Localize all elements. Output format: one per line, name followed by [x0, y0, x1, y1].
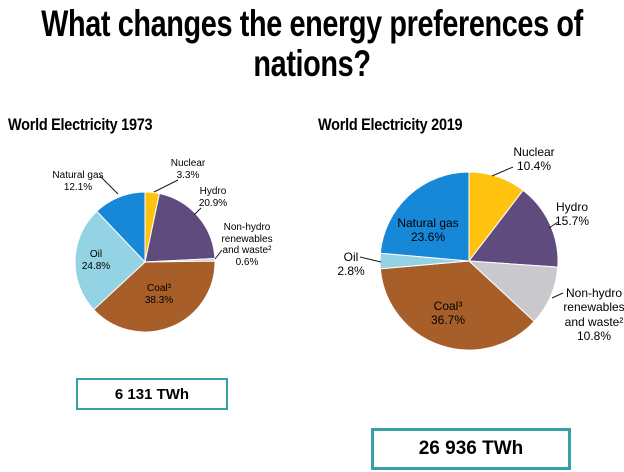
label-nuclear: Nuclear 3.3% — [158, 158, 218, 181]
pie-slice-coal — [379, 260, 535, 351]
label-nuclear: Nuclear 10.4% — [499, 145, 569, 174]
slice-label: Oil — [89, 249, 103, 260]
chart-1973: World Electricity 1973 Nuclear 3.3% Natu… — [0, 112, 312, 472]
slice-pct: 15.7% — [554, 214, 590, 229]
pie-slice-natural-gas — [379, 171, 470, 262]
pie-slice-hydro — [144, 192, 216, 263]
slice-label: Hydro — [199, 186, 227, 197]
label-oil: Oil 24.8% — [66, 249, 126, 272]
pie-chart-2019 — [359, 166, 564, 351]
slice-label: Hydro — [555, 200, 588, 214]
pie-slice-oil — [74, 210, 146, 311]
total-box-2019: 26 936 TWh — [371, 428, 571, 470]
leader-line-nuclear — [153, 179, 179, 193]
pie-slice-coal — [92, 260, 216, 333]
slice-pct: 24.8% — [81, 260, 111, 272]
leader-line-hydro — [548, 221, 559, 229]
label-natural-gas: Natural gas 12.1% — [38, 170, 118, 193]
total-value: 26 936 TWh — [418, 438, 524, 459]
slice-pct: 12.1% — [63, 181, 93, 193]
label-coal: Coal³ 36.7% — [403, 299, 493, 328]
label-oil: Oil 2.8% — [321, 250, 381, 279]
leader-line-nuclear — [491, 166, 514, 177]
page-title: What changes the energy preferences of n… — [41, 3, 583, 84]
label-natural-gas: Natural gas 23.6% — [383, 216, 473, 245]
leader-line-non-hydro — [214, 249, 223, 260]
slice-pct: 0.6% — [235, 256, 259, 268]
leader-line-non-hydro — [551, 292, 564, 299]
leader-line-oil — [359, 256, 382, 263]
slice-pct: 23.6% — [410, 230, 446, 245]
slice-pct: 2.8% — [337, 264, 365, 279]
slice-label: Nuclear — [513, 145, 555, 159]
slice-label: Coal³ — [147, 283, 171, 294]
slice-label: Non-hydro renewables and waste² — [221, 222, 273, 256]
pie-slice-natural-gas — [96, 191, 146, 264]
label-hydro: Hydro 20.9% — [178, 186, 248, 209]
pie-chart-1973 — [74, 175, 223, 333]
chart-2019: World Electricity 2019 Nuclear 10.4% Hyd… — [312, 112, 624, 472]
chart-title-1973: World Electricity 1973 — [8, 115, 153, 134]
total-box-1973: 6 131 TWh — [76, 378, 228, 410]
slice-pct: 3.3% — [176, 169, 200, 181]
slice-label: Coal³ — [433, 299, 463, 313]
slice-label: Oil — [343, 250, 359, 264]
slice-pct: 10.8% — [576, 329, 612, 344]
slice-pct: 20.9% — [198, 197, 228, 209]
label-non-hydro-renewables: Non-hydro renewables and waste² 0.6% — [215, 222, 279, 268]
slice-pct: 38.3% — [144, 294, 174, 306]
slice-pct: 10.4% — [516, 159, 552, 174]
slice-label: Natural gas — [397, 216, 459, 230]
slice-label: Nuclear — [170, 158, 206, 169]
label-hydro: Hydro 15.7% — [537, 200, 607, 229]
slice-label: Natural gas — [52, 170, 104, 181]
label-coal: Coal³ 38.3% — [129, 283, 189, 306]
total-value: 6 131 TWh — [114, 385, 190, 403]
label-non-hydro-renewables: Non-hydro renewables and waste² 10.8% — [552, 286, 624, 344]
pie-slice-hydro — [468, 189, 559, 268]
leader-line-natural-gas — [99, 175, 119, 195]
chart-title-2019: World Electricity 2019 — [318, 115, 463, 134]
slice-pct: 36.7% — [430, 313, 466, 328]
slice-label: Non-hydro renewables and waste² — [563, 286, 624, 329]
leader-line-hydro — [193, 207, 202, 216]
